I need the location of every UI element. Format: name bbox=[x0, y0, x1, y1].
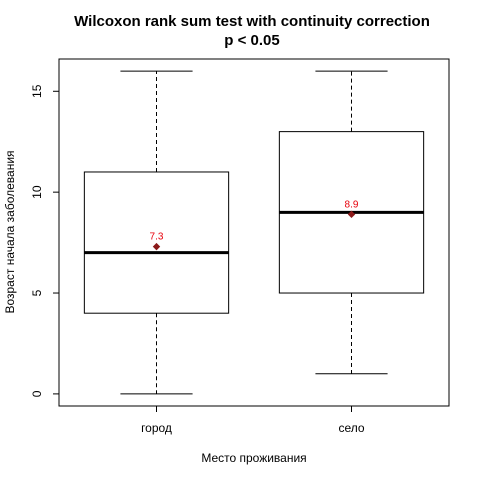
y-tick-label: 15 bbox=[30, 84, 44, 98]
box-1: 7.3 bbox=[84, 71, 228, 394]
y-axis: 0 5 10 15 bbox=[30, 84, 59, 397]
x-tick-label: город bbox=[141, 421, 172, 435]
y-tick-label: 10 bbox=[30, 185, 44, 199]
x-axis-label: Место проживания bbox=[201, 451, 306, 465]
y-tick-label: 0 bbox=[30, 390, 44, 397]
box-2: 8.9 bbox=[279, 71, 423, 374]
box-series: 7.3 8.9 bbox=[84, 71, 423, 394]
chart-title: Wilcoxon rank sum test with continuity c… bbox=[74, 13, 430, 30]
mean-label: 7.3 bbox=[150, 232, 164, 243]
x-axis: город село bbox=[141, 406, 365, 435]
y-axis-label: Возраст начала заболевания bbox=[3, 150, 17, 313]
mean-label: 8.9 bbox=[345, 199, 359, 210]
chart-subtitle: p < 0.05 bbox=[224, 32, 279, 49]
y-tick-label: 5 bbox=[30, 289, 44, 296]
x-tick-label: село bbox=[338, 421, 364, 435]
